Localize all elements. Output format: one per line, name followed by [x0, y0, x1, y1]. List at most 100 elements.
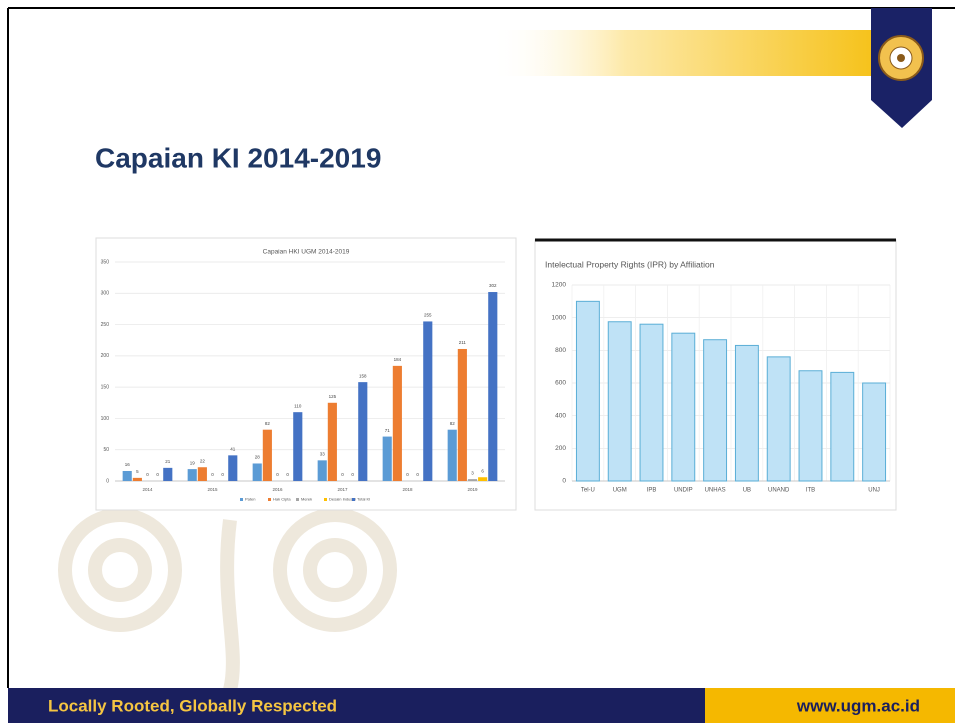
bar: [423, 321, 433, 481]
legend-label: Paten: [245, 497, 255, 502]
bar: [766, 356, 791, 482]
data-label: 3: [471, 470, 474, 475]
x-tick-label: ITB: [806, 488, 815, 494]
bar: [639, 323, 664, 482]
legend-swatch: [324, 498, 327, 501]
bar: [228, 455, 238, 481]
data-label: 0: [416, 472, 419, 477]
bar: [317, 460, 327, 481]
data-label: 125: [329, 394, 337, 399]
logo: [871, 8, 932, 128]
y-tick-label: 1000: [552, 314, 567, 321]
x-tick-label: IPB: [647, 488, 657, 494]
y-tick-label: 250: [101, 322, 110, 328]
data-label: 22: [200, 458, 206, 463]
data-label: 41: [230, 447, 236, 452]
x-tick-label: 2016: [272, 487, 283, 492]
y-tick-label: 50: [103, 447, 109, 453]
bar: [358, 382, 368, 481]
bar: [187, 469, 197, 481]
y-tick-label: 0: [106, 478, 109, 484]
y-tick-label: 300: [101, 291, 110, 297]
y-tick-label: 0: [562, 478, 566, 485]
bar: [392, 365, 402, 481]
data-label: 0: [286, 472, 289, 477]
legend-swatch: [352, 498, 355, 501]
data-label: 82: [450, 421, 456, 426]
bar: [197, 467, 207, 481]
legend-label: Hak Cipta: [273, 497, 291, 502]
data-label: 255: [424, 313, 432, 318]
footer-right-bar: [705, 688, 955, 723]
bar: [478, 477, 488, 481]
bar: [447, 429, 457, 481]
decor-swirl: [58, 508, 397, 692]
footer-tagline: Locally Rooted, Globally Respected: [48, 696, 337, 715]
y-tick-label: 150: [101, 384, 110, 390]
bar: [467, 479, 478, 481]
x-tick-label: 2019: [467, 487, 478, 492]
x-tick-label: UNAND: [768, 488, 790, 494]
legend-label: Merek: [301, 497, 312, 502]
x-tick-label: UB: [743, 488, 751, 494]
data-label: 0: [341, 472, 344, 477]
bar: [132, 477, 142, 481]
bar: [382, 436, 392, 481]
header-band: [490, 30, 875, 76]
bar: [734, 344, 759, 482]
data-label: 0: [211, 472, 214, 477]
data-label: 0: [351, 472, 354, 477]
data-label: 82: [265, 421, 271, 426]
bar: [122, 470, 132, 481]
chart-title: Capaian HKI UGM 2014-2019: [263, 249, 350, 256]
footer-url: www.ugm.ac.id: [796, 696, 920, 715]
y-tick-label: 350: [101, 259, 110, 265]
data-label: 6: [481, 468, 484, 473]
legend-label: Total KI: [357, 497, 370, 502]
data-label: 0: [276, 472, 279, 477]
data-label: 158: [359, 373, 367, 378]
data-label: 0: [221, 472, 224, 477]
y-tick-label: 200: [555, 445, 566, 452]
bar: [293, 412, 303, 481]
x-tick-label: UNDIP: [674, 488, 693, 494]
chart-title: Intelectual Property Rights (IPR) by Aff…: [545, 259, 715, 269]
x-tick-label: UGM: [613, 488, 627, 494]
bar: [862, 382, 887, 482]
x-tick-label: 2014: [142, 487, 153, 492]
chart-frame: [95, 237, 517, 511]
bar: [262, 429, 272, 481]
x-tick-label: 2018: [402, 487, 413, 492]
data-label: 0: [156, 472, 159, 477]
data-label: 19: [190, 460, 196, 465]
x-tick-label: 2015: [207, 487, 218, 492]
data-label: 5: [136, 469, 139, 474]
x-tick-label: UNJ: [868, 488, 880, 494]
bar: [607, 321, 632, 482]
legend-label: Desain Industri: [329, 497, 356, 502]
bar: [703, 339, 728, 482]
bar: [798, 370, 823, 482]
data-label: 302: [489, 283, 497, 288]
bar: [252, 463, 262, 481]
data-label: 16: [125, 462, 131, 467]
bar: [671, 332, 696, 482]
bar: [488, 292, 498, 481]
data-label: 21: [165, 459, 171, 464]
legend-swatch: [240, 498, 243, 501]
y-tick-label: 1200: [552, 282, 567, 289]
data-label: 33: [320, 452, 326, 457]
slide-title: Capaian KI 2014-2019: [95, 142, 381, 173]
footer-left-bar: [8, 688, 708, 723]
legend-swatch: [296, 498, 299, 501]
data-label: 28: [255, 455, 261, 460]
x-tick-label: 2017: [337, 487, 348, 492]
y-tick-label: 400: [555, 412, 566, 419]
x-tick-label: UNHAS: [705, 488, 726, 494]
legend-swatch: [268, 498, 271, 501]
bar: [163, 467, 173, 481]
bar: [830, 371, 855, 482]
data-label: 184: [394, 357, 402, 362]
